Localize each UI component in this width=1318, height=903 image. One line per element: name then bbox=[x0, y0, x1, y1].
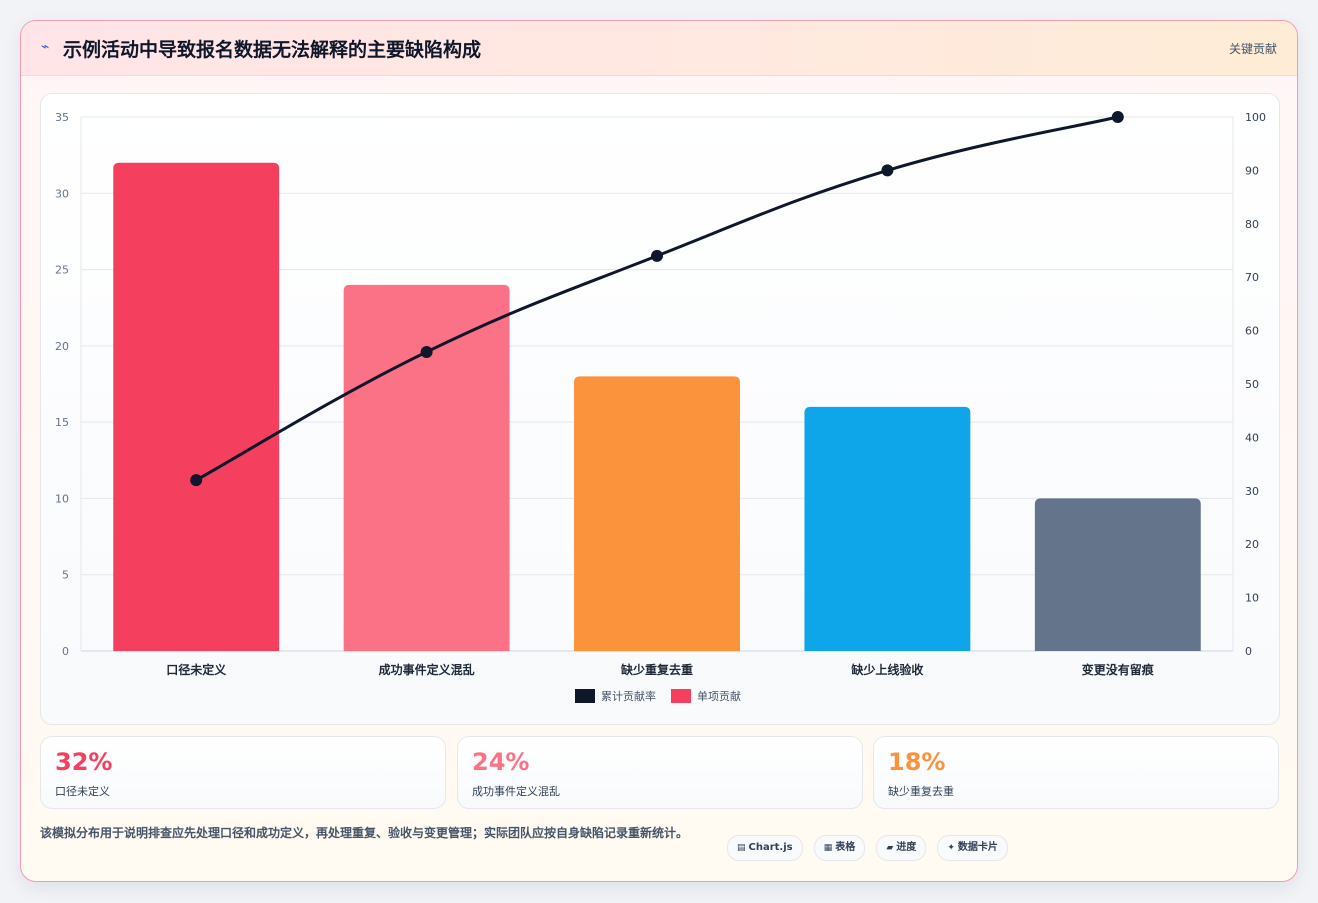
y2-tick-label: 0 bbox=[1245, 645, 1252, 658]
legend-label: 单项贡献 bbox=[697, 689, 741, 703]
cumulative-point bbox=[190, 474, 203, 487]
pill-label: 表格 bbox=[835, 842, 856, 853]
y2-tick-label: 90 bbox=[1245, 164, 1259, 177]
pill-label: Chart.js bbox=[748, 842, 793, 853]
y-tick-label: 20 bbox=[55, 340, 69, 353]
stat-value: 32% bbox=[55, 748, 113, 776]
bar bbox=[343, 284, 510, 651]
bar bbox=[1034, 498, 1201, 651]
y2-tick-label: 20 bbox=[1245, 538, 1259, 551]
feature-pills: ▤ Chart.js ▦ 表格 ▰ 进度 ✦ 数据卡片 bbox=[727, 835, 1014, 861]
lightning-icon: ⌁ bbox=[41, 39, 50, 55]
footnote: 该模拟分布用于说明排查应先处理口径和成功定义，再处理重复、验收与变更管理；实际团… bbox=[40, 826, 689, 840]
cumulative-point bbox=[1111, 111, 1124, 123]
legend-label: 累计贡献率 bbox=[601, 689, 656, 703]
sparkle-icon: ✦ bbox=[947, 843, 955, 853]
legend-swatch bbox=[575, 689, 595, 703]
chart-icon: ▤ bbox=[737, 843, 746, 853]
stat-label: 缺少重复去重 bbox=[888, 785, 954, 798]
cumulative-point bbox=[651, 249, 663, 262]
y-tick-label: 5 bbox=[62, 569, 69, 582]
y2-tick-label: 100 bbox=[1245, 111, 1266, 124]
stat-card-2: 24% 成功事件定义混乱 bbox=[457, 736, 863, 809]
legend-swatch bbox=[671, 689, 691, 703]
x-tick-label: 口径未定义 bbox=[166, 662, 227, 677]
y-tick-label: 30 bbox=[55, 187, 69, 200]
y-tick-label: 10 bbox=[55, 492, 69, 505]
stat-label: 成功事件定义混乱 bbox=[472, 785, 560, 798]
pill-label: 进度 bbox=[896, 842, 917, 853]
table-icon: ▦ bbox=[823, 843, 833, 853]
page-title: 示例活动中导致报名数据无法解释的主要缺陷构成 bbox=[63, 39, 482, 61]
bar bbox=[804, 406, 971, 651]
stat-value: 18% bbox=[888, 748, 946, 776]
stat-card-1: 32% 口径未定义 bbox=[40, 736, 446, 809]
pill-table[interactable]: ▦ 表格 bbox=[813, 835, 866, 861]
y2-tick-label: 50 bbox=[1245, 378, 1259, 391]
stat-label: 口径未定义 bbox=[55, 785, 110, 798]
pareto-chart: 0 5 10 15 20 25 30 35 0 10 20 30 40 50 60 70 80 90 100 口径未定… bbox=[55, 111, 1266, 703]
y2-tick-label: 60 bbox=[1245, 325, 1259, 338]
y2-tick-label: 10 bbox=[1245, 592, 1259, 605]
y2-tick-label: 80 bbox=[1245, 218, 1259, 231]
pill-chartjs[interactable]: ▤ Chart.js bbox=[727, 835, 803, 861]
header-tag: 关键贡献 bbox=[1228, 42, 1277, 56]
x-tick-label: 缺少重复去重 bbox=[621, 662, 693, 677]
bar bbox=[113, 162, 280, 651]
cumulative-point bbox=[881, 164, 894, 177]
pill-progress[interactable]: ▰ 进度 bbox=[876, 835, 927, 861]
y-tick-label: 0 bbox=[62, 645, 69, 658]
y-tick-label: 35 bbox=[55, 111, 69, 124]
chart-panel: 0 5 10 15 20 25 30 35 0 10 20 30 40 50 60 70 80 90 100 口径未定… bbox=[40, 93, 1280, 725]
cumulative-point bbox=[420, 345, 433, 358]
stat-value: 24% bbox=[472, 748, 530, 776]
x-tick-label: 缺少上线验收 bbox=[851, 662, 923, 677]
card-header: ⌁ 示例活动中导致报名数据无法解释的主要缺陷构成 关键贡献 bbox=[21, 21, 1297, 76]
y2-tick-label: 30 bbox=[1245, 485, 1259, 498]
progress-icon: ▰ bbox=[886, 843, 894, 853]
x-tick-label: 变更没有留痕 bbox=[1082, 662, 1155, 677]
y-tick-label: 25 bbox=[55, 264, 69, 277]
x-tick-label: 成功事件定义混乱 bbox=[379, 662, 475, 677]
y2-tick-label: 40 bbox=[1245, 431, 1259, 444]
bar bbox=[574, 376, 740, 651]
y-tick-label: 15 bbox=[55, 416, 69, 429]
y2-tick-label: 70 bbox=[1245, 271, 1259, 284]
chart-card: ⌁ 示例活动中导致报名数据无法解释的主要缺陷构成 关键贡献 0 5 10 15 20 25… bbox=[20, 20, 1298, 882]
pill-label: 数据卡片 bbox=[957, 842, 998, 853]
pill-data-card[interactable]: ✦ 数据卡片 bbox=[937, 835, 1008, 861]
stat-card-3: 18% 缺少重复去重 bbox=[873, 736, 1279, 809]
